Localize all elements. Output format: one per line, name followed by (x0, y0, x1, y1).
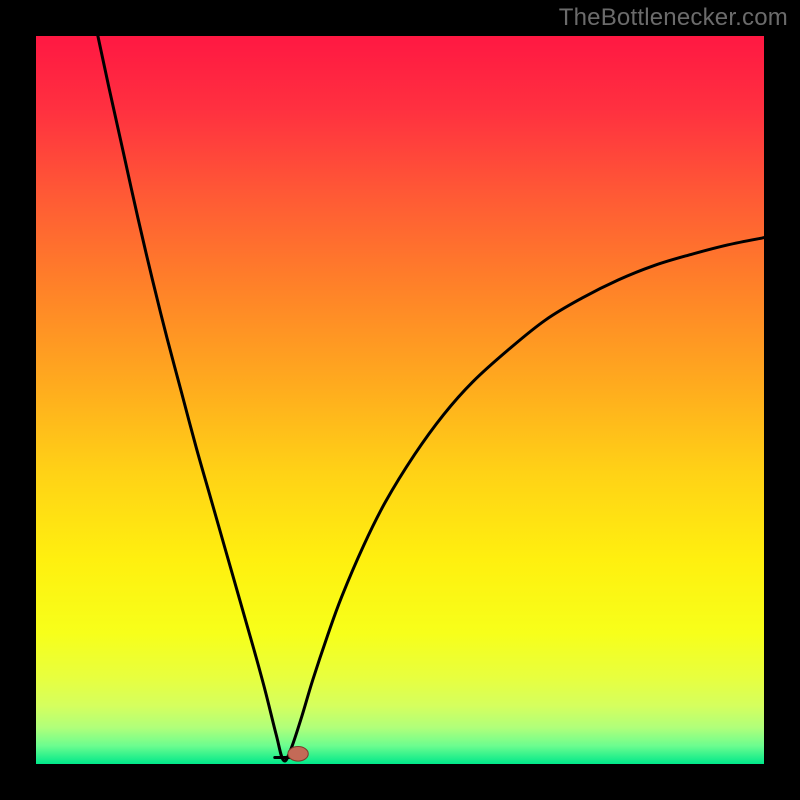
chart-root: TheBottlenecker.com (0, 0, 800, 800)
gradient-background (36, 36, 764, 764)
minimum-marker (288, 747, 308, 762)
plot-svg (36, 36, 764, 764)
watermark-text: TheBottlenecker.com (559, 4, 788, 32)
plot-area (36, 36, 764, 764)
